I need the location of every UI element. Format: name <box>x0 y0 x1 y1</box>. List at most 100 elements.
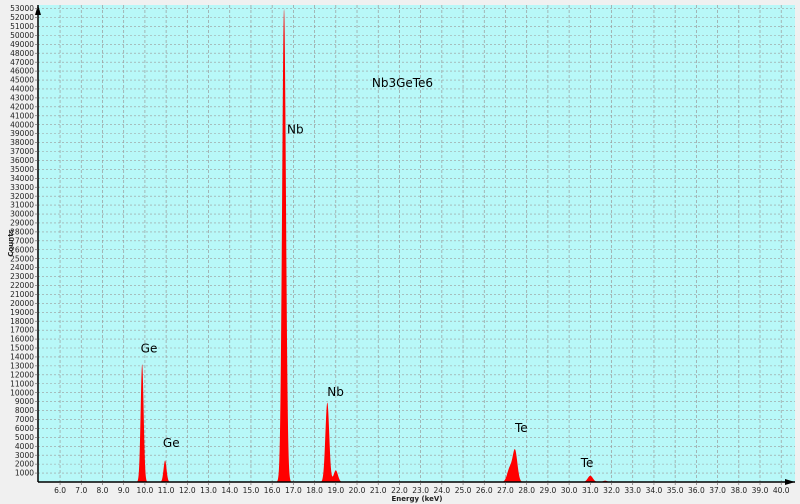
x-tick-label: 32.0 <box>603 486 620 495</box>
y-tick-label: 1000 <box>15 469 34 478</box>
y-tick-label: 42000 <box>10 102 34 111</box>
y-tick-label: 12000 <box>10 370 34 379</box>
x-axis-ticks: 6.0 7.0 8.0 9.0 10.0 11.0 12.0 13.0 14.0 15.0 16.0… <box>54 482 790 495</box>
x-tick-label: 31.0 <box>582 486 599 495</box>
y-tick-label: 53000 <box>10 4 34 13</box>
x-tick-label: 30.0 <box>561 486 578 495</box>
x-tick-label: 23.0 <box>412 486 429 495</box>
y-tick-label: 6000 <box>15 424 34 433</box>
y-tick-label: 51000 <box>10 22 34 31</box>
peak-label: Te <box>514 421 528 435</box>
y-tick-label: 25000 <box>10 254 34 263</box>
x-tick-label: 11.0 <box>158 486 175 495</box>
x-tick-label: 25.0 <box>455 486 472 495</box>
y-tick-label: 9000 <box>15 397 34 406</box>
y-tick-label: 47000 <box>10 58 34 67</box>
y-tick-label: 27000 <box>10 236 34 245</box>
x-tick-label: 24.0 <box>433 486 450 495</box>
x-tick-label: 22.0 <box>391 486 408 495</box>
y-tick-label: 44000 <box>10 85 34 94</box>
y-tick-label: 14000 <box>10 353 34 362</box>
y-tick-label: 2000 <box>15 460 34 469</box>
peak-annotations: Nb3GeTe6 Ge Ge Nb Nb Te Te <box>141 76 594 470</box>
x-tick-label: 16.0 <box>264 486 281 495</box>
y-tick-label: 18000 <box>10 317 34 326</box>
x-tick-label: 6.0 <box>54 486 66 495</box>
y-tick-label: 45000 <box>10 76 34 85</box>
x-axis-label: Energy (keV) <box>391 495 442 503</box>
peak-label: Nb <box>327 385 344 399</box>
y-tick-label: 49000 <box>10 40 34 49</box>
y-tick-label: 22000 <box>10 281 34 290</box>
y-tick-label: 21000 <box>10 290 34 299</box>
x-tick-label: 38.0 <box>730 486 747 495</box>
x-tick-label: 9.0 <box>118 486 130 495</box>
plot-background <box>38 5 795 482</box>
x-tick-label: 15.0 <box>243 486 260 495</box>
y-tick-label: 3000 <box>15 451 34 460</box>
x-tick-label: 20.0 <box>349 486 366 495</box>
x-tick-label: 8.0 <box>97 486 109 495</box>
x-tick-label: 40.0 <box>773 486 790 495</box>
y-tick-label: 41000 <box>10 111 34 120</box>
x-tick-label: 12.0 <box>179 486 196 495</box>
peak-label: Nb3GeTe6 <box>372 76 433 90</box>
x-tick-label: 21.0 <box>370 486 387 495</box>
x-tick-label: 34.0 <box>646 486 663 495</box>
y-tick-label: 32000 <box>10 192 34 201</box>
y-axis-label: Counts <box>7 229 15 256</box>
y-tick-label: 43000 <box>10 93 34 102</box>
y-tick-label: 37000 <box>10 147 34 156</box>
x-tick-label: 35.0 <box>667 486 684 495</box>
x-tick-label: 39.0 <box>752 486 769 495</box>
y-tick-label: 39000 <box>10 129 34 138</box>
y-tick-label: 13000 <box>10 361 34 370</box>
axes <box>35 5 795 485</box>
x-tick-label: 28.0 <box>518 486 535 495</box>
x-tick-label: 26.0 <box>476 486 493 495</box>
y-tick-label: 8000 <box>15 406 34 415</box>
y-tick-label: 38000 <box>10 138 34 147</box>
y-tick-label: 40000 <box>10 120 34 129</box>
x-tick-label: 18.0 <box>306 486 323 495</box>
y-tick-label: 23000 <box>10 272 34 281</box>
x-tick-label: 7.0 <box>75 486 87 495</box>
y-tick-label: 28000 <box>10 227 34 236</box>
x-tick-label: 33.0 <box>624 486 641 495</box>
y-axis-ticks: 1000200030004000500060007000800090001000… <box>10 4 38 478</box>
x-tick-label: 10.0 <box>137 486 154 495</box>
x-tick-label: 19.0 <box>327 486 344 495</box>
y-tick-label: 30000 <box>10 210 34 219</box>
y-tick-label: 50000 <box>10 31 34 40</box>
y-tick-label: 31000 <box>10 201 34 210</box>
y-tick-label: 52000 <box>10 13 34 22</box>
y-tick-label: 46000 <box>10 67 34 76</box>
x-axis-arrow-icon <box>785 479 795 485</box>
y-tick-label: 17000 <box>10 326 34 335</box>
x-tick-label: 29.0 <box>540 486 557 495</box>
y-tick-label: 29000 <box>10 219 34 228</box>
y-tick-label: 4000 <box>15 442 34 451</box>
y-tick-label: 26000 <box>10 245 34 254</box>
peak-label: Nb <box>287 123 304 137</box>
peak-label: Ge <box>141 341 158 355</box>
x-tick-label: 13.0 <box>200 486 217 495</box>
x-tick-label: 27.0 <box>497 486 514 495</box>
y-tick-label: 10000 <box>10 388 34 397</box>
y-tick-label: 5000 <box>15 433 34 442</box>
y-tick-label: 34000 <box>10 174 34 183</box>
y-tick-label: 7000 <box>15 415 34 424</box>
y-tick-label: 35000 <box>10 165 34 174</box>
x-tick-label: 36.0 <box>688 486 705 495</box>
y-tick-label: 15000 <box>10 344 34 353</box>
y-tick-label: 24000 <box>10 263 34 272</box>
y-tick-label: 36000 <box>10 156 34 165</box>
peak-label: Ge <box>163 436 180 450</box>
y-axis-arrow-icon <box>35 5 41 15</box>
x-tick-label: 37.0 <box>709 486 726 495</box>
y-tick-label: 19000 <box>10 308 34 317</box>
x-tick-label: 17.0 <box>285 486 302 495</box>
y-tick-label: 20000 <box>10 299 34 308</box>
y-tick-label: 33000 <box>10 183 34 192</box>
